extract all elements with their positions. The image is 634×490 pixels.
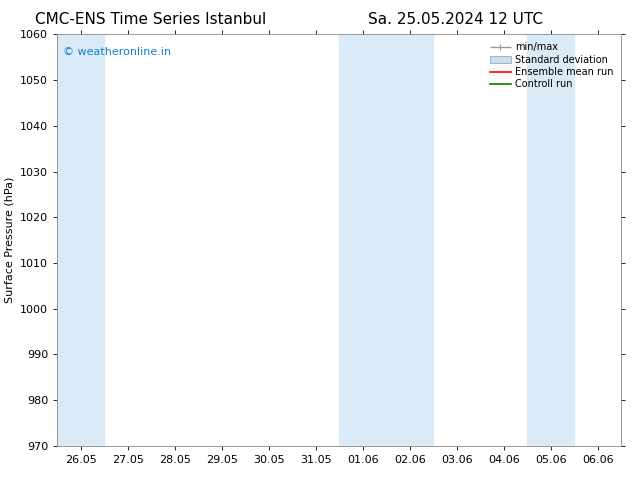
Y-axis label: Surface Pressure (hPa): Surface Pressure (hPa): [4, 177, 15, 303]
Text: © weatheronline.in: © weatheronline.in: [63, 47, 171, 57]
Bar: [57, 34, 104, 446]
Bar: [527, 34, 574, 446]
Legend: min/max, Standard deviation, Ensemble mean run, Controll run: min/max, Standard deviation, Ensemble me…: [487, 39, 616, 92]
Bar: [339, 34, 433, 446]
Text: Sa. 25.05.2024 12 UTC: Sa. 25.05.2024 12 UTC: [368, 12, 543, 27]
Text: CMC-ENS Time Series Istanbul: CMC-ENS Time Series Istanbul: [35, 12, 266, 27]
